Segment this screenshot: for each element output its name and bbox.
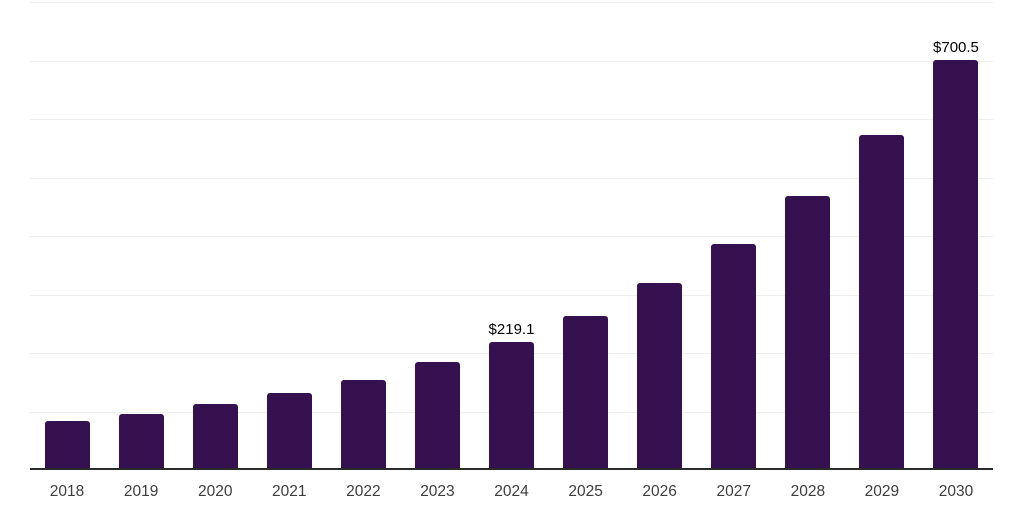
x-tick-label-2018: 2018: [49, 483, 85, 500]
gridline: [30, 236, 993, 237]
x-tick-label-2019: 2019: [123, 483, 159, 500]
x-tick-label-2028: 2028: [790, 483, 826, 500]
gridline: [30, 2, 993, 3]
x-tick-label-2027: 2027: [716, 483, 751, 500]
gridline: [30, 294, 993, 296]
bar-value-label-2024: $219.1: [488, 320, 535, 338]
x-tick-label-2024: 2024: [494, 483, 529, 500]
bar-2024: $219.1: [489, 322, 534, 470]
bar-2029: [859, 135, 905, 470]
plot-area: $219.1 $700.5: [30, 2, 993, 470]
x-axis-line: [30, 468, 993, 470]
x-tick-label-2029: 2029: [864, 483, 900, 500]
bar-2026: [637, 283, 683, 470]
x-tick-label-2030: 2030: [938, 483, 974, 500]
bar-2025: [563, 315, 609, 470]
bar-2030: $700.5: [933, 40, 979, 470]
x-tick-label-2025: 2025: [568, 483, 603, 500]
x-tick-label-2023: 2023: [420, 483, 455, 500]
bar-2023: [414, 361, 460, 470]
bar-2019: [118, 414, 164, 470]
x-tick-label-2026: 2026: [642, 483, 677, 500]
bar-2018: [44, 421, 90, 470]
bar-2020: [192, 404, 238, 470]
x-tick-label-2020: 2020: [197, 483, 233, 500]
bar-2027: [711, 244, 757, 470]
x-tick-label-2021: 2021: [272, 483, 307, 500]
x-axis-labels: 2018 2019 2020 2021 2022 2023 2024 2025 2026 2027…: [30, 484, 993, 500]
bar-2021: [266, 393, 312, 470]
bar-value-label-2030: $700.5: [933, 39, 979, 57]
gridline: [30, 177, 993, 179]
bar-2022: [340, 379, 386, 470]
gridline: [30, 119, 993, 120]
x-tick-label-2022: 2022: [346, 483, 381, 500]
gridline: [30, 60, 993, 62]
bar-2028: [785, 195, 831, 470]
